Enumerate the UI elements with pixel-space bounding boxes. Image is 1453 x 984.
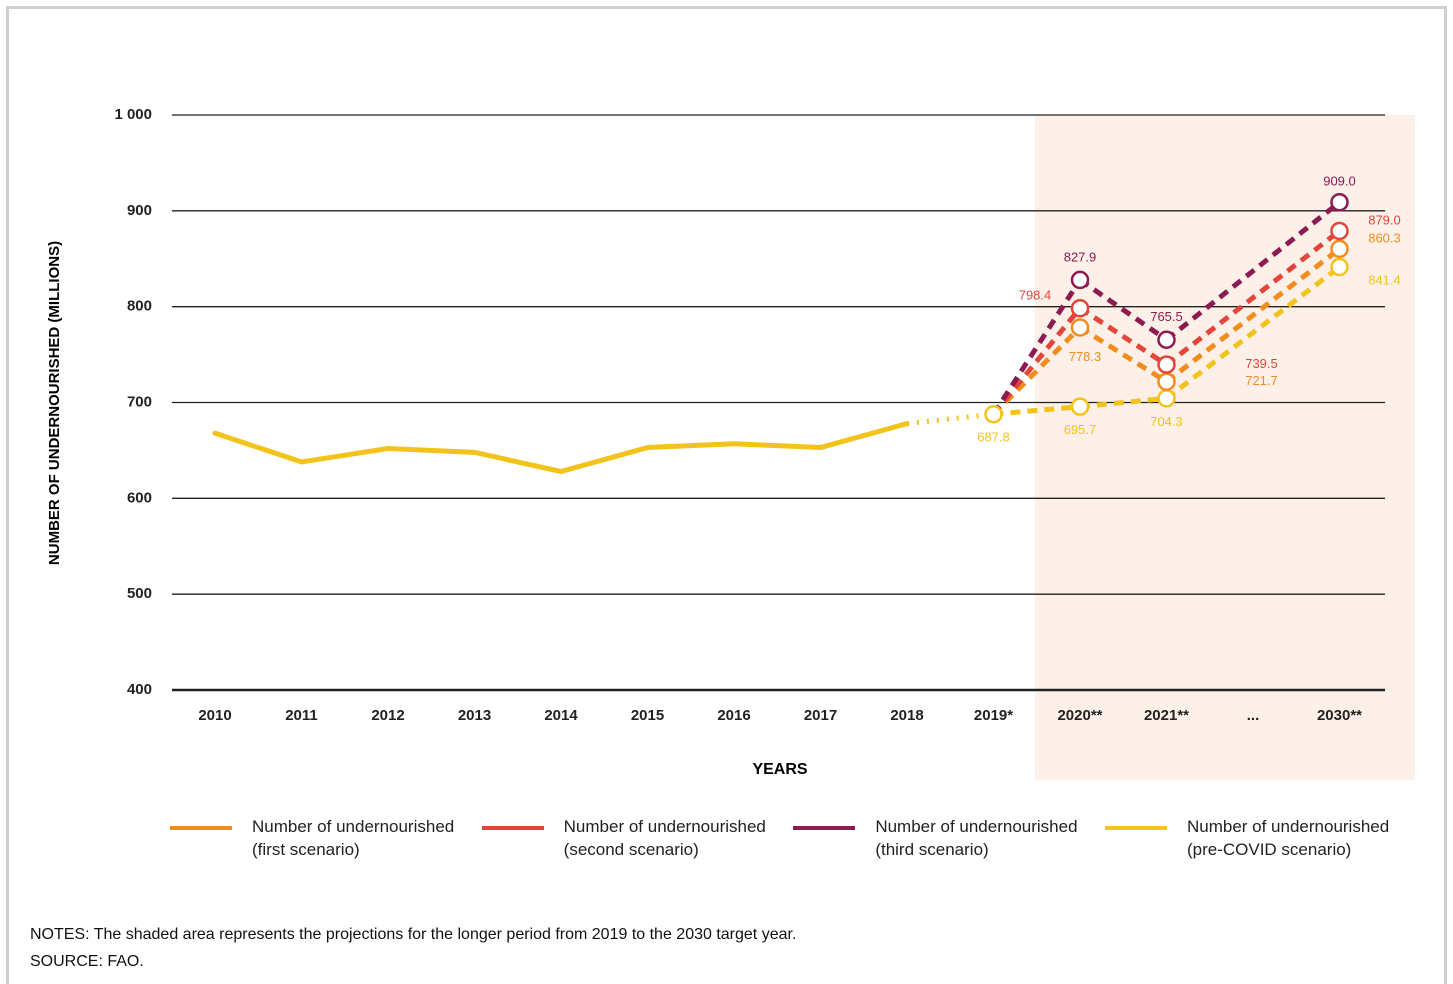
point-marker [1070,318,1090,337]
data-label: 827.9 [1064,249,1097,264]
y-tick-label: 600 [127,489,152,506]
x-tick-label: ... [1247,707,1260,724]
legend-label: Number of undernourished (first scenario… [252,817,455,859]
line-segment [991,306,1082,416]
legend-label: Number of undernourished (second scenari… [563,817,766,859]
line-segment [385,446,477,455]
legend-label: Number of undernourished (pre-COVID scen… [1186,817,1390,859]
x-tick-label: 2011 [285,707,318,724]
line-segment [212,430,304,465]
line-segment [558,445,650,474]
point-marker [1070,270,1090,290]
legend-item: Number of undernourished (pre-COVID scen… [1104,815,1400,861]
point-marker [1157,389,1176,408]
y-axis-label: NUMBER OF UNDERNOURISHED (MILLIONS) [46,241,63,565]
point-marker [984,404,1003,424]
y-tick-label: 800 [127,298,152,315]
x-tick-label: 2013 [458,707,491,724]
x-tick-label: 2010 [198,707,231,724]
x-tick-label: 2017 [804,707,837,724]
legend-item: Number of undernourished (first scenario… [170,815,465,861]
x-tick-label: 2014 [544,707,578,724]
data-label: 721.7 [1245,373,1278,388]
line-segment [1164,200,1342,342]
x-axis-label: YEARS [752,761,807,778]
y-tick-label: 500 [127,585,152,602]
line-segment [299,446,391,465]
x-tick-label: 2020** [1057,707,1102,724]
y-tick-label: 400 [127,681,152,698]
point-marker [1157,355,1176,374]
legend: Number of undernourished (first scenario… [170,815,1400,861]
legend-item: Number of undernourished (second scenari… [481,815,777,861]
line-segment [1079,395,1167,410]
projection-shade [1035,115,1415,780]
line-segment [991,278,1083,416]
point-marker [1157,372,1176,391]
line-segment [993,404,1081,417]
line-segment [818,421,910,451]
data-label: 879.0 [1368,212,1401,227]
x-tick-label: 2030** [1317,707,1362,724]
y-tick-label: 900 [127,202,152,219]
data-label: 841.4 [1368,272,1401,287]
line-segment [1164,246,1342,384]
x-tick-label: 2021** [1144,707,1189,724]
x-tick-label: 2019* [974,707,1013,724]
legend-label: Number of undernourished (third scenario… [875,817,1078,859]
legend-swatch [170,826,232,830]
data-label: 778.3 [1069,349,1102,364]
data-label: 860.3 [1368,230,1401,245]
point-marker [1157,330,1176,349]
line-segment [731,441,823,451]
data-label: 739.5 [1245,356,1278,371]
line-segment [1078,325,1168,384]
point-marker [1330,257,1349,277]
line-segment [1078,306,1168,367]
line-segment [1164,228,1342,367]
data-label: 704.3 [1150,414,1183,429]
x-tick-label: 2018 [890,707,923,724]
data-label: 798.4 [1019,288,1052,303]
data-label: 765.5 [1150,309,1183,324]
line-segment [906,411,994,427]
data-label: 687.8 [977,430,1010,445]
line-segment [1078,277,1168,342]
data-label: 909.0 [1323,174,1356,189]
data-label: 695.7 [1064,422,1097,437]
x-tick-label: 2016 [717,707,750,724]
y-tick-label: 1 000 [114,106,152,123]
point-marker [1330,192,1349,212]
notes: NOTES: The shaded area represents the pr… [30,926,797,943]
line-segment [645,441,737,451]
source: SOURCE: FAO. [30,953,144,970]
legend-item: Number of undernourished (third scenario… [793,815,1088,861]
point-marker [1070,397,1090,416]
x-tick-label: 2015 [631,707,664,724]
y-tick-label: 700 [127,393,152,410]
frame [6,6,1447,984]
point-marker [1330,221,1349,241]
x-tick-label: 2012 [371,707,404,724]
line-segment [1164,265,1342,401]
line-segment [472,449,564,474]
legend-swatch [1104,826,1167,830]
legend-swatch [793,826,856,830]
point-marker [1330,239,1349,259]
point-marker [1070,298,1090,318]
legend-swatch [481,826,544,830]
